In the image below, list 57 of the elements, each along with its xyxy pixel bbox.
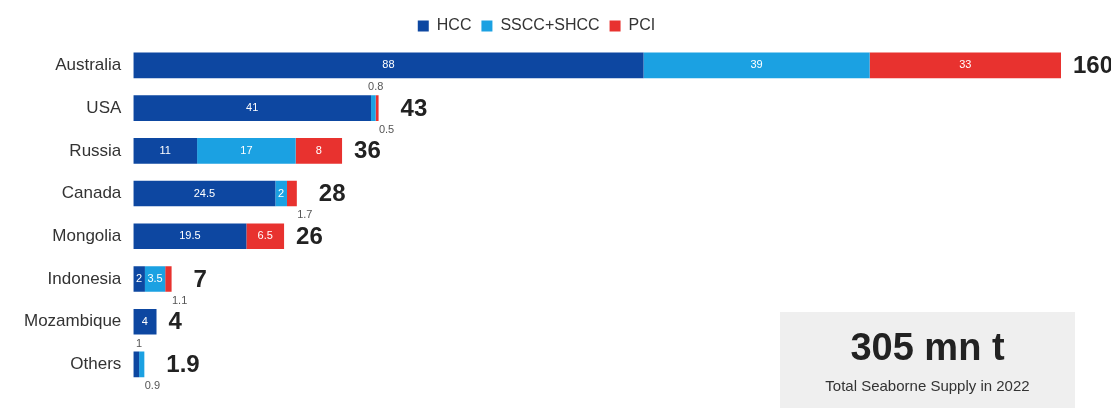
data-label: 4 [141,314,148,327]
data-label: 88 [382,58,395,71]
y-tick-label: Russia [69,140,122,160]
bar [286,180,297,207]
bar [133,308,157,335]
bar [133,52,644,79]
data-label: 2 [136,272,143,285]
bar [643,52,870,79]
total-label: 4 [168,307,183,335]
total-label: 43 [400,93,428,121]
data-label: 17 [240,143,253,156]
data-label: 41 [246,101,259,114]
total-label: 26 [296,221,323,249]
bar [139,351,145,378]
data-label: 1 [136,336,143,349]
y-tick-label: Australia [55,55,122,75]
annotation: 305 mn t [850,326,1005,369]
data-label: 39 [750,58,763,71]
bar [375,95,379,121]
data-label: 6.5 [257,229,273,242]
total-label: 28 [318,179,346,207]
y-tick-label: Mozambique [24,311,122,331]
y-tick-label: Others [70,354,122,374]
data-label: 2 [278,186,285,199]
total-label: 1.9 [166,350,200,378]
bar [133,95,372,121]
legend-label: HCC [436,16,472,34]
data-label: 33 [959,58,972,71]
y-tick-label: USA [86,97,122,117]
data-label: 3.5 [147,272,163,285]
total-label: 36 [354,136,381,164]
legend-label: PCI [628,16,656,34]
bar [275,180,287,207]
total-label: 7 [193,264,207,292]
bar [133,180,276,207]
bar [371,95,376,121]
data-label: 1.7 [297,208,313,221]
y-tick-label: Indonesia [47,268,122,288]
data-label: 0.8 [368,80,384,93]
bar [197,138,296,164]
bar [133,138,198,164]
data-label: 8 [315,143,322,156]
y-tick-label: Mongolia [52,225,122,245]
bar [133,223,247,250]
data-label: 0.9 [144,379,160,392]
data-label: 24.5 [193,186,216,199]
y-tick-label: Canada [61,183,122,203]
bar [869,52,1061,79]
data-label: 1.1 [171,293,188,306]
data-label: 0.5 [378,122,395,135]
annotation: Total Seaborne Supply in 2022 [825,377,1030,394]
bar [295,138,343,164]
bar [246,223,285,250]
legend-label: SSCC+SHCC [500,16,600,34]
bar [165,266,172,292]
data-label: 19.5 [179,229,201,242]
data-label: 11 [159,143,171,156]
